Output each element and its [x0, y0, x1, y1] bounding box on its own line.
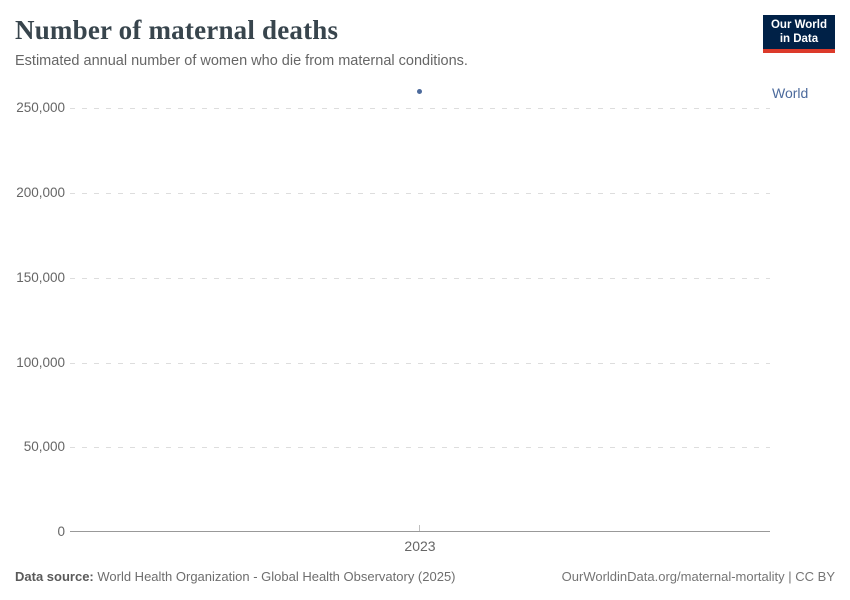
license-text: | CC BY — [784, 569, 835, 584]
gridline-150000 — [70, 278, 770, 279]
y-tick-50000: 50,000 — [23, 439, 65, 454]
world-data-point[interactable] — [417, 88, 422, 94]
x-axis-line — [70, 531, 770, 532]
owid-url-link[interactable]: OurWorldinData.org/maternal-mortality — [561, 569, 785, 584]
y-tick-0: 0 — [57, 524, 65, 539]
y-tick-150000: 150,000 — [16, 270, 65, 285]
owid-logo-line1: Our World — [770, 19, 827, 31]
owid-logo-line2: in Data — [779, 32, 819, 45]
owid-logo[interactable]: Our World in Data — [762, 15, 835, 53]
data-source-note: Data source: World Health Organization -… — [15, 569, 456, 584]
data-source-label: Data source: — [15, 569, 94, 584]
chart-title: Number of maternal deaths — [15, 15, 339, 45]
y-tick-200000: 200,000 — [16, 185, 65, 200]
attribution-note: OurWorldinData.org/maternal-mortality | … — [562, 569, 835, 584]
gridline-100000 — [70, 363, 770, 364]
series-label-world[interactable]: World — [772, 85, 809, 101]
gridline-250000 — [70, 108, 770, 109]
x-tick-2023: 2023 — [404, 538, 436, 554]
chart-subtitle: Estimated annual number of women who die… — [15, 53, 468, 69]
gridline-200000 — [70, 193, 770, 194]
y-tick-100000: 100,000 — [16, 355, 65, 370]
x-axis-tick-2023 — [419, 525, 420, 531]
y-tick-250000: 250,000 — [16, 100, 65, 115]
data-source-text: World Health Organization - Global Healt… — [93, 569, 456, 584]
gridline-50000 — [70, 447, 770, 448]
